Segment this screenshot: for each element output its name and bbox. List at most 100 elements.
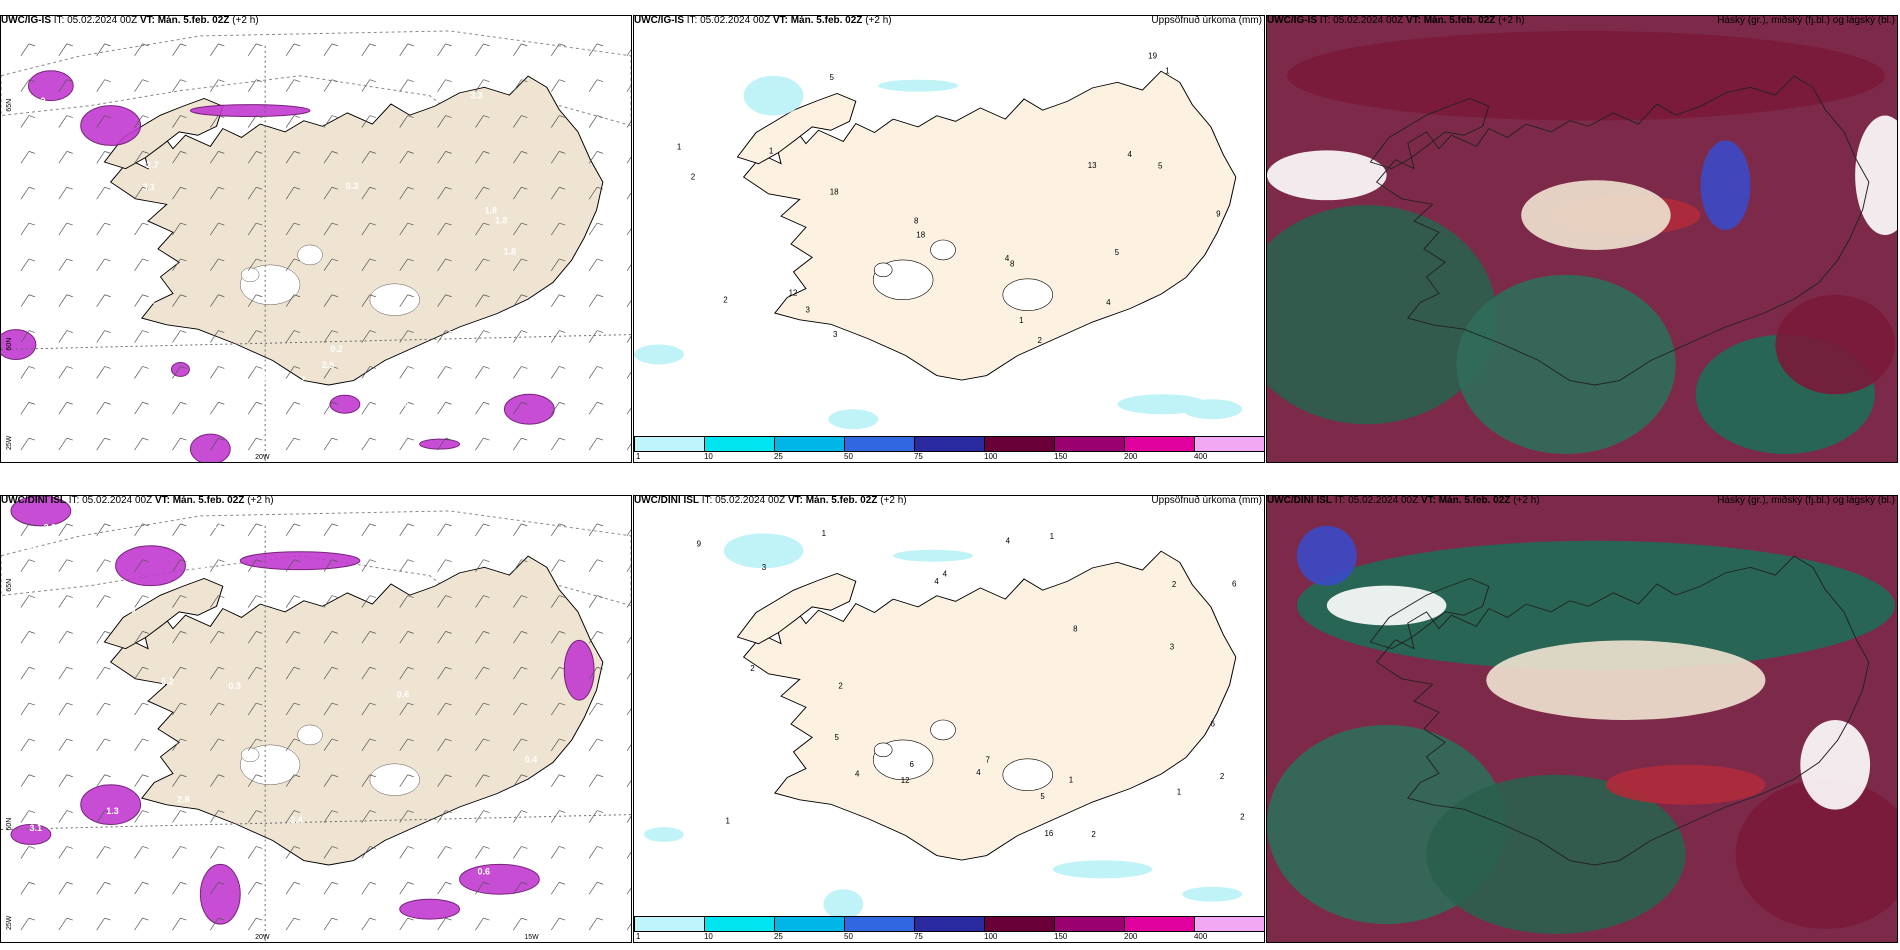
wind-barb-flag	[483, 559, 490, 563]
wind-barb-flag	[66, 294, 73, 298]
wind-barb-flag	[445, 43, 452, 47]
wind-barb	[96, 559, 105, 572]
wind-barb-flag	[331, 523, 339, 527]
wind-barb-flag	[596, 917, 604, 921]
wind-barb	[58, 115, 68, 128]
wind-barb-flag	[293, 330, 301, 333]
wind-barb	[285, 917, 295, 931]
wind-barb-flag	[66, 401, 73, 405]
wind-barb	[58, 917, 68, 931]
model-name: UWC/DINI ISL	[1267, 495, 1332, 506]
colorbar	[634, 916, 1264, 932]
colorbar-labels: 1 10 25 50 75 100 150 200 400	[634, 932, 1264, 942]
precip-area	[1, 329, 37, 360]
wind-barb-flag	[180, 559, 187, 563]
precip-amount-label: 6	[909, 760, 914, 769]
precip-value-label: 2.7	[293, 375, 305, 385]
wind-barb-flag	[331, 43, 339, 47]
wind-barb-flag	[407, 366, 414, 369]
wind-barb	[172, 846, 181, 859]
precip-value-label: 3.3	[47, 600, 59, 610]
wind-barb	[285, 115, 295, 128]
wind-barb-flag	[28, 738, 36, 742]
grid-label: 65N	[6, 579, 13, 592]
wind-barb-flag	[596, 810, 604, 813]
wind-barb-flag	[180, 258, 187, 262]
wind-barb-flag	[218, 881, 225, 885]
precip-amount-label: 3	[1170, 642, 1175, 651]
wind-barb-flag	[407, 774, 414, 778]
precip-amount-label: 4	[1006, 537, 1011, 546]
precip-amount-label: 2	[750, 664, 755, 673]
wind-barb-flag	[256, 258, 263, 262]
wind-barb-flag	[331, 294, 339, 298]
wind-barb-flag	[256, 151, 263, 154]
wind-barb-flag	[293, 631, 301, 634]
glacier	[930, 239, 956, 261]
wind-barb	[550, 702, 560, 716]
wind-barb	[247, 43, 257, 57]
wind-barb	[58, 330, 68, 343]
precip-value-label: 3.2	[501, 806, 513, 816]
wind-barb	[172, 595, 181, 608]
wind-barb	[323, 702, 333, 716]
wind-barb-flag	[521, 151, 528, 154]
grid-label: 65N	[6, 99, 13, 112]
wind-barb-flag	[28, 151, 36, 154]
precip-amount-label: 1	[769, 146, 774, 155]
precip-amount-label: 4	[943, 570, 948, 579]
wind-barb-flag	[256, 738, 263, 742]
wind-barb	[588, 559, 598, 572]
colorbar-segment	[774, 436, 845, 452]
wind-barb-flag	[28, 366, 36, 369]
wind-barb	[134, 437, 143, 451]
wind-barb-flag	[331, 738, 339, 742]
wind-barb-flag	[142, 330, 149, 333]
precip-value-label: 3.3	[448, 329, 460, 339]
wind-barb-flag	[483, 595, 490, 598]
wind-barb-flag	[331, 810, 339, 813]
wind-barb-flag	[596, 881, 604, 885]
wind-barb	[172, 559, 181, 572]
colorbar-tick: 200	[1124, 932, 1138, 941]
wind-barb-flag	[369, 559, 376, 563]
wind-barb-flag	[596, 774, 604, 778]
wind-barb-flag	[28, 222, 36, 226]
wind-barb	[134, 882, 143, 895]
precip-value-label: 2.2	[369, 377, 381, 387]
wind-barb	[399, 79, 408, 92]
wind-barb-flag	[369, 258, 376, 262]
wind-barb	[550, 115, 560, 128]
wind-barb-flag	[104, 702, 111, 706]
wind-barb	[399, 437, 408, 451]
wind-barb	[247, 882, 257, 895]
wind-barb	[285, 222, 295, 236]
wind-barb-flag	[559, 330, 566, 333]
wind-barb-flag	[369, 631, 376, 634]
wind-barb	[626, 49, 631, 57]
wind-barb-flag	[256, 401, 263, 405]
wind-barb-flag	[256, 222, 263, 226]
precip-value-label: 1.8	[485, 205, 497, 215]
wind-barb	[58, 294, 68, 307]
wind-barb-flag	[66, 222, 73, 226]
wind-barb	[588, 151, 598, 164]
wind-barb-flag	[483, 774, 490, 778]
wind-barb	[323, 187, 333, 200]
wind-barb-flag	[596, 437, 604, 441]
wind-barb-flag	[445, 437, 452, 441]
precip-area	[189, 433, 231, 462]
wind-barb	[626, 780, 631, 787]
wind-barb	[361, 115, 371, 128]
wind-barb	[285, 437, 295, 451]
wind-barb-flag	[445, 523, 452, 527]
colorbar-tick: 400	[1193, 932, 1208, 941]
colorbar-segment	[914, 436, 985, 452]
wind-barb-flag	[331, 115, 339, 118]
wind-barb-flag	[142, 151, 149, 154]
wind-precip-panel: 0.5 0.4 0.6 3.1 3.4 3.2 2.8 0.1 0.2 0.3 2.4 3.2 0.6 0…	[0, 495, 632, 943]
precip-value-label: 3.1	[546, 338, 558, 348]
wind-barb-flag	[104, 294, 111, 298]
wind-barb	[247, 631, 257, 644]
precip-area	[170, 361, 190, 377]
